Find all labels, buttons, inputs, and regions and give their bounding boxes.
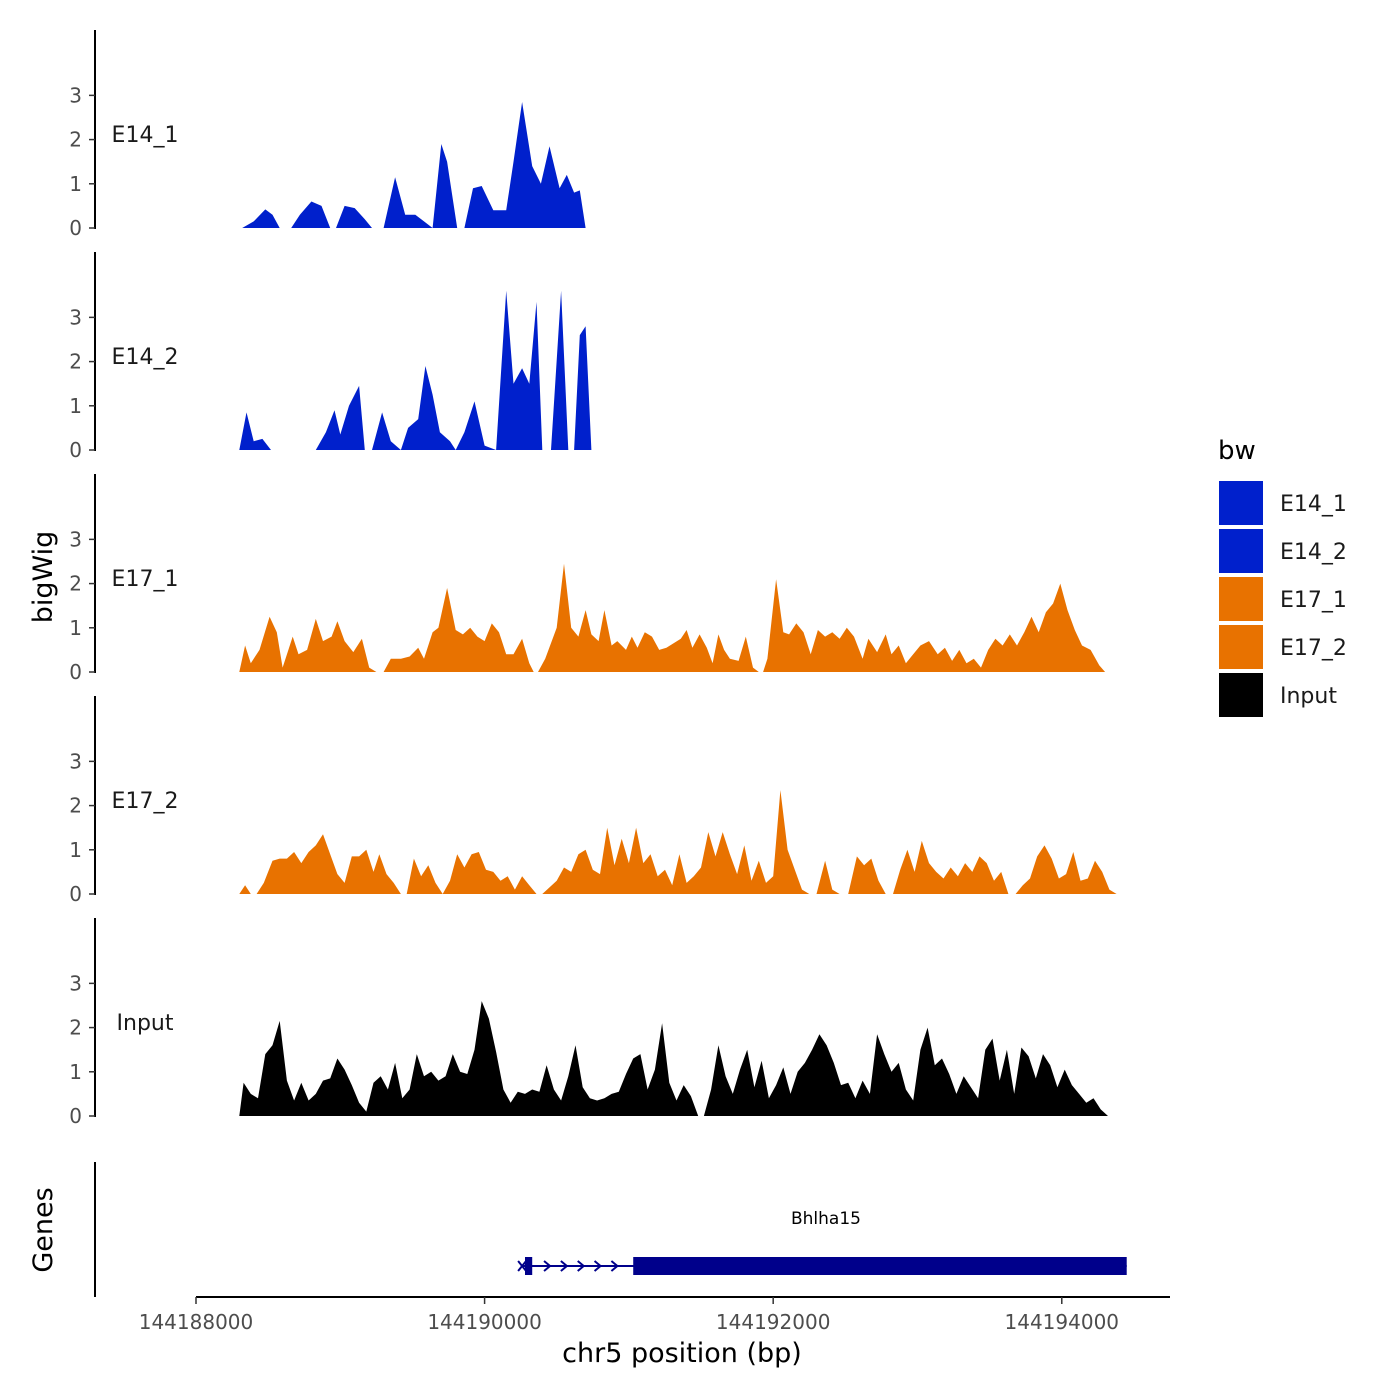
legend-title: bw bbox=[1218, 436, 1256, 466]
y-tick-label: 0 bbox=[69, 660, 82, 684]
track-label: Input bbox=[117, 1011, 174, 1036]
strand-arrow-icon bbox=[593, 1260, 603, 1272]
legend-label: E14_2 bbox=[1280, 540, 1347, 565]
y-tick-label: 2 bbox=[69, 128, 82, 152]
legend-swatch bbox=[1217, 671, 1265, 719]
track-e14-1: 0 1 2 3 E14_1 bbox=[69, 30, 1127, 240]
y-tick-label: 2 bbox=[69, 1016, 82, 1040]
track-e17-2: 0 1 2 3 E17_2 bbox=[69, 696, 1117, 906]
x-axis-title: chr5 position (bp) bbox=[562, 1338, 802, 1369]
legend-label: E14_1 bbox=[1280, 492, 1347, 517]
x-axis: 144188000 144190000 144192000 144194000 bbox=[139, 1296, 1170, 1334]
legend: bw E14_1 E14_2 E17_1 E17_2 Input bbox=[1217, 436, 1347, 719]
legend-swatch bbox=[1217, 575, 1265, 623]
y-tick-label: 1 bbox=[69, 394, 82, 418]
y-tick-label: 0 bbox=[69, 438, 82, 462]
y-tick-label: 3 bbox=[69, 749, 82, 773]
y-tick-label: 3 bbox=[69, 971, 82, 995]
track-label: E14_2 bbox=[112, 345, 179, 370]
gene-exon bbox=[633, 1257, 1127, 1275]
track-label: E17_2 bbox=[112, 789, 179, 814]
coverage-area-e17-1 bbox=[239, 563, 1106, 672]
coverage-area-e14-1 bbox=[242, 102, 1127, 228]
strand-arrow-icon bbox=[577, 1260, 586, 1272]
legend-swatch bbox=[1217, 479, 1265, 527]
y-tick-label: 2 bbox=[69, 794, 82, 818]
legend-swatch bbox=[1217, 527, 1265, 575]
y-tick-label: 3 bbox=[69, 527, 82, 551]
coverage-area-e17-2 bbox=[239, 790, 1117, 894]
coverage-area-e14-2 bbox=[239, 290, 1127, 450]
track-input: 0 1 2 3 Input bbox=[69, 918, 1109, 1128]
legend-label: E17_1 bbox=[1280, 588, 1347, 613]
gene-label: Bhlha15 bbox=[791, 1209, 861, 1229]
y-tick-label: 1 bbox=[69, 1060, 82, 1084]
legend-label: E17_2 bbox=[1280, 636, 1347, 661]
x-tick-label: 144194000 bbox=[1005, 1310, 1120, 1334]
coverage-area-input bbox=[239, 1001, 1109, 1116]
y-tick-label: 1 bbox=[69, 172, 82, 196]
strand-arrow-icon bbox=[543, 1260, 552, 1272]
y-tick-label: 2 bbox=[69, 572, 82, 596]
track-label: E17_1 bbox=[112, 567, 179, 592]
y-tick-label: 3 bbox=[69, 83, 82, 107]
track-e14-2: 0 1 2 3 E14_2 bbox=[69, 252, 1127, 462]
gene-start-marker-icon bbox=[517, 1260, 527, 1272]
y-tick-label: 0 bbox=[69, 1104, 82, 1128]
y-tick-label: 3 bbox=[69, 305, 82, 329]
y-tick-label: 0 bbox=[69, 882, 82, 906]
genes-panel-title: Genes bbox=[28, 1187, 59, 1272]
y-axis-title: bigWig bbox=[28, 531, 59, 624]
legend-label: Input bbox=[1280, 684, 1337, 709]
gene-model bbox=[517, 1257, 1127, 1275]
strand-arrow-icon bbox=[610, 1260, 619, 1272]
x-tick-label: 144188000 bbox=[139, 1310, 254, 1334]
gene-panel: Genes Bhlha15 bbox=[28, 1162, 1127, 1297]
y-tick-label: 1 bbox=[69, 616, 82, 640]
track-label: E14_1 bbox=[112, 123, 179, 148]
x-tick-label: 144190000 bbox=[427, 1310, 542, 1334]
legend-swatch bbox=[1217, 623, 1265, 671]
x-tick-label: 144192000 bbox=[716, 1310, 831, 1334]
y-tick-label: 1 bbox=[69, 838, 82, 862]
y-tick-label: 2 bbox=[69, 350, 82, 374]
coverage-tracks: 0 1 2 3 E14_1 0 1 2 3 E14_2 0 1 2 3 E17_1 0 1 2 3 E17_2 0 1 2 3… bbox=[69, 30, 1127, 1128]
gene-exon bbox=[524, 1257, 533, 1275]
track-e17-1: 0 1 2 3 E17_1 bbox=[69, 474, 1106, 684]
strand-arrow-icon bbox=[560, 1260, 569, 1272]
y-tick-label: 0 bbox=[69, 216, 82, 240]
